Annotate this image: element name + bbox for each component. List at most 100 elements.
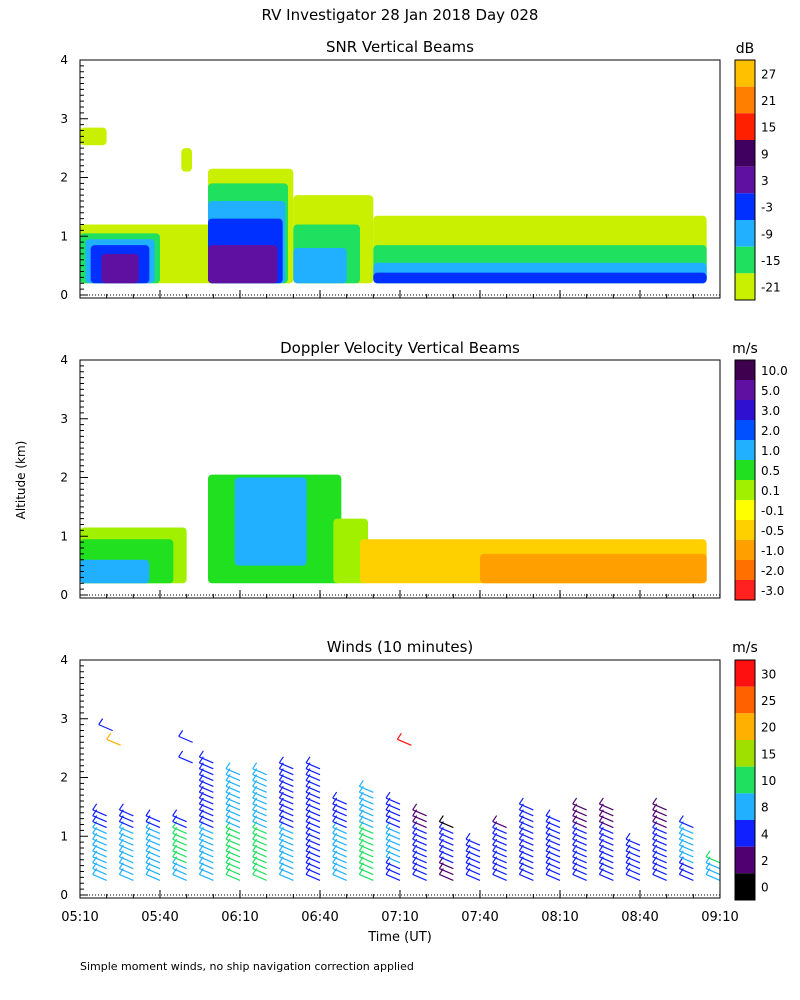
doppler-plot-area (80, 474, 707, 584)
barb-shaft (625, 862, 641, 870)
colorbar-swatch (735, 166, 755, 194)
y-tick-label: 1 (60, 829, 68, 843)
barb-shaft (412, 844, 427, 852)
barb-shaft (172, 826, 187, 834)
barb-shaft (439, 838, 454, 846)
wind-barb-col19-12 (598, 821, 614, 834)
wind-barb-col7-21 (278, 768, 294, 782)
barb-flag (625, 832, 631, 840)
wind-barb-col6-15 (252, 803, 267, 817)
wind-barb-col5-20 (225, 774, 241, 787)
wind-barb-col9-5 (332, 856, 347, 870)
barb-shaft (225, 797, 241, 805)
wind-barb-col10-10 (358, 826, 374, 840)
colorbar-swatch (735, 193, 755, 220)
wind-barb-col15-9 (492, 832, 507, 846)
x-tick-label: 08:10 (541, 910, 578, 925)
wind-barb-col19-15 (598, 803, 614, 817)
wind-barb-col5-10 (225, 826, 241, 840)
colorbar-swatch (735, 360, 755, 380)
wind-barb-col20-4 (625, 868, 641, 881)
heatmap-region-16 (373, 272, 707, 284)
barb-shaft (652, 832, 667, 840)
wind-barb-col23-6 (705, 850, 721, 864)
wind-barb-col0-12 (92, 821, 107, 834)
wind-barb-col22-4 (678, 868, 694, 881)
wind-barb-col5-6 (225, 850, 241, 864)
wind-barb-col21-8 (652, 838, 667, 852)
x-tick-label: 09:10 (701, 910, 738, 925)
colorbar-label: 8 (761, 801, 769, 815)
wind-barb-col22-12 (678, 821, 694, 834)
colorbar-label: 30 (761, 667, 776, 681)
barb-shaft (92, 838, 107, 846)
barb-shaft (225, 768, 241, 776)
wind-barb-col6-17 (252, 791, 267, 805)
wind-barb-col19-10 (598, 826, 614, 840)
wind-barb-col1-14 (118, 809, 134, 823)
barb-flag (178, 750, 184, 758)
wind-barb-col7-5 (278, 862, 294, 876)
wind-barb-col8-15 (305, 803, 321, 817)
barb-shaft (119, 826, 134, 834)
barb-flag (396, 732, 402, 740)
colorbar-swatch (735, 820, 755, 847)
wind-barb-col10-12 (358, 821, 374, 834)
snr-axes: 0 1 2 3 4 (60, 53, 721, 302)
barb-shaft (599, 844, 614, 852)
wind-barb-col21-10 (652, 826, 667, 840)
barb-shaft (625, 844, 641, 852)
barb-shaft (199, 873, 214, 881)
barb-shaft (572, 832, 587, 840)
barb-shaft (252, 873, 267, 881)
colorbar-swatch (735, 460, 755, 480)
barb-shaft (145, 838, 161, 846)
barb-shaft (252, 809, 267, 817)
barb-shaft (359, 844, 374, 852)
wind-barb-col10-5 (358, 862, 374, 876)
wind-barb-col21-5 (652, 856, 667, 870)
wind-barb-col19-7 (598, 844, 614, 858)
x-axis-label: Time (UT) (367, 930, 432, 945)
wind-barb-col13-8 (438, 838, 454, 852)
wind-barb-col19-14 (598, 809, 614, 823)
wind-barb-col9-7 (332, 844, 347, 858)
barb-shaft (106, 738, 121, 746)
barb-shaft (252, 862, 267, 870)
barb-shaft (172, 832, 187, 840)
wind-barb-col6-7 (252, 844, 267, 858)
colorbar-swatch (735, 500, 755, 520)
barb-shaft (385, 832, 401, 840)
wind-barb-col15-4 (492, 868, 507, 881)
barb-shaft (465, 873, 481, 881)
wind-barb-col7-18 (278, 785, 294, 799)
barb-shaft (679, 868, 694, 876)
wind-barb-col15-5 (492, 856, 507, 870)
wind-barb-col8-7 (305, 844, 321, 858)
wind-barb-col20-6 (625, 850, 641, 864)
barb-shaft (119, 838, 134, 846)
barb-shaft (412, 821, 427, 829)
wind-barb-col7-23 (278, 756, 294, 770)
barb-shaft (412, 809, 427, 817)
barb-shaft (199, 821, 214, 829)
barb-shaft (332, 862, 347, 870)
wind-barb-col17-9 (545, 832, 561, 846)
barb-flag (278, 756, 284, 764)
barb-shaft (252, 815, 267, 823)
wind-barb-col8-16 (305, 797, 321, 811)
wind-barb-upper-4 (396, 732, 412, 746)
wind-barb-col11-13 (385, 815, 401, 829)
wind-barb-col22-7 (678, 844, 694, 858)
y-tick-label: 3 (60, 712, 68, 726)
barb-shaft (519, 809, 534, 817)
barb-shaft (439, 832, 454, 840)
barb-shaft (305, 862, 321, 870)
barb-shaft (359, 821, 374, 829)
barb-shaft (465, 838, 481, 846)
barb-shaft (519, 868, 534, 876)
barb-flag (385, 791, 391, 799)
barb-shaft (279, 768, 294, 776)
wind-barb-col13-10 (438, 826, 454, 840)
wind-barb-col8-13 (305, 815, 321, 829)
